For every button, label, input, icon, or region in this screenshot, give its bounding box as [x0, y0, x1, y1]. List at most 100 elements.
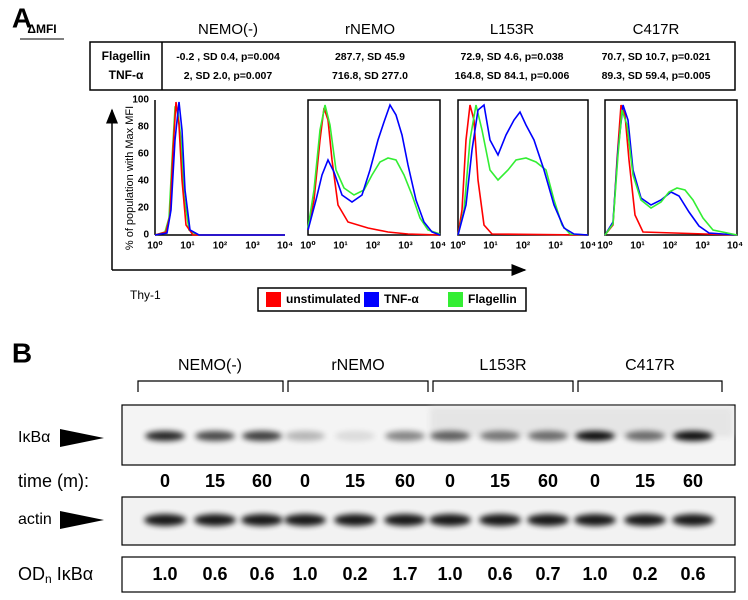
table-cell: 70.7, SD 10.7, p=0.021 [602, 51, 711, 63]
row-name: Flagellin [102, 49, 151, 63]
table-cell: 2, SD 2.0, p=0.007 [184, 70, 273, 82]
ikba-band [242, 431, 282, 441]
y-tick-label: 20 [138, 203, 150, 214]
histogram-2 [307, 99, 441, 236]
actin-band [429, 514, 471, 526]
histogram-3 [457, 99, 589, 236]
curve-tnf [604, 104, 738, 236]
x-tick-label: 10² [663, 241, 678, 252]
ikba-band [335, 431, 375, 441]
x-tick-label: 10² [366, 241, 381, 252]
panel-box [307, 99, 441, 236]
table-cell: 89.3, SD 59.4, p=0.005 [602, 70, 711, 82]
x-tick-label: 10¹ [333, 241, 348, 252]
table-cell: 164.8, SD 84.1, p=0.006 [455, 70, 570, 82]
x-tick-label: 10⁴ [727, 241, 743, 252]
x-tick-label: 10⁰ [450, 241, 466, 252]
group-label: rNEMO [331, 357, 384, 374]
legend-box [257, 287, 527, 312]
x-tick-label: 10¹ [483, 241, 498, 252]
od-value: 0.6 [680, 564, 705, 584]
actin-band [241, 514, 283, 526]
time-value: 0 [590, 471, 600, 491]
group-label: NEMO(-) [178, 357, 242, 374]
actin-band [334, 514, 376, 526]
od-value: 1.0 [292, 564, 317, 584]
actin-band [624, 514, 666, 526]
time-value: 0 [445, 471, 455, 491]
x-tick-label: 10⁰ [300, 241, 316, 252]
od-value: 0.6 [487, 564, 512, 584]
legend-label: TNF-α [384, 292, 419, 306]
time-value: 15 [635, 471, 655, 491]
band-label: IκBα [18, 429, 50, 446]
table-cell: 72.9, SD 4.6, p=0.038 [460, 51, 563, 63]
ikba-band [195, 431, 235, 441]
x-tick-label: 10¹ [630, 241, 645, 252]
ikba-band [625, 431, 665, 441]
legend-swatch [266, 292, 281, 307]
bracket [432, 380, 574, 392]
x-axis-label: Thy-1 [130, 288, 161, 302]
actin-arrowhead [60, 511, 104, 529]
actin-band [672, 514, 714, 526]
bracket [137, 380, 284, 392]
time-label: time (m): [18, 471, 89, 491]
time-value: 0 [300, 471, 310, 491]
y-tick-label: 60 [138, 149, 150, 160]
table-corner: ΔMFI [27, 22, 56, 36]
legend-swatch [364, 292, 379, 307]
ikba-band [385, 431, 425, 441]
y-axis-label: % of population with Max MFI [124, 106, 136, 250]
curve-unstimulated [457, 104, 589, 236]
legend-label: Flagellin [468, 292, 517, 306]
curve-tnf [307, 103, 441, 236]
time-value: 15 [345, 471, 365, 491]
time-value: 0 [160, 471, 170, 491]
time-value: 15 [490, 471, 510, 491]
ikba-arrowhead [60, 429, 104, 447]
y-tick-label: 0 [143, 230, 149, 241]
actin-label: actin [18, 511, 52, 528]
column-header: NEMO(-) [198, 21, 258, 38]
legend-swatch [448, 292, 463, 307]
od-label: ODn IκBα [18, 564, 93, 586]
x-tick-label: 10² [213, 241, 228, 252]
actin-band [284, 514, 326, 526]
od-value: 0.6 [202, 564, 227, 584]
y-tick-label: 80 [138, 122, 150, 133]
actin-band [144, 514, 186, 526]
curve-unstimulated [307, 107, 441, 236]
legend-label: unstimulated [286, 292, 361, 306]
panel-label: A [12, 2, 32, 33]
ikba-band [145, 431, 185, 441]
time-value: 60 [683, 471, 703, 491]
od-label-part: IκBα [52, 564, 93, 584]
od-value: 1.0 [582, 564, 607, 584]
od-value: 0.7 [535, 564, 560, 584]
bracket [287, 380, 429, 392]
x-tick-label: 10⁴ [430, 241, 446, 252]
od-value: 1.0 [152, 564, 177, 584]
x-tick-label: 10¹ [180, 241, 195, 252]
x-tick-label: 10³ [398, 241, 413, 252]
ikba-band [430, 431, 470, 441]
od-value: 1.0 [437, 564, 462, 584]
panel-label: B [12, 337, 32, 368]
mfi-table [89, 41, 736, 91]
curve-flagellin [307, 104, 441, 235]
y-tick-label: 100 [132, 95, 149, 106]
od-value: 0.2 [342, 564, 367, 584]
actin-bands [144, 514, 714, 526]
x-tick-label: 10³ [695, 241, 710, 252]
curve-flagellin [604, 109, 738, 236]
x-tick-label: 10⁰ [597, 241, 613, 252]
actin-band [194, 514, 236, 526]
time-value: 60 [538, 471, 558, 491]
time-value: 60 [395, 471, 415, 491]
curve-tnf [154, 101, 285, 236]
od-label-part: OD [18, 564, 45, 584]
actin-band [384, 514, 426, 526]
table-cell: 716.8, SD 277.0 [332, 70, 408, 82]
